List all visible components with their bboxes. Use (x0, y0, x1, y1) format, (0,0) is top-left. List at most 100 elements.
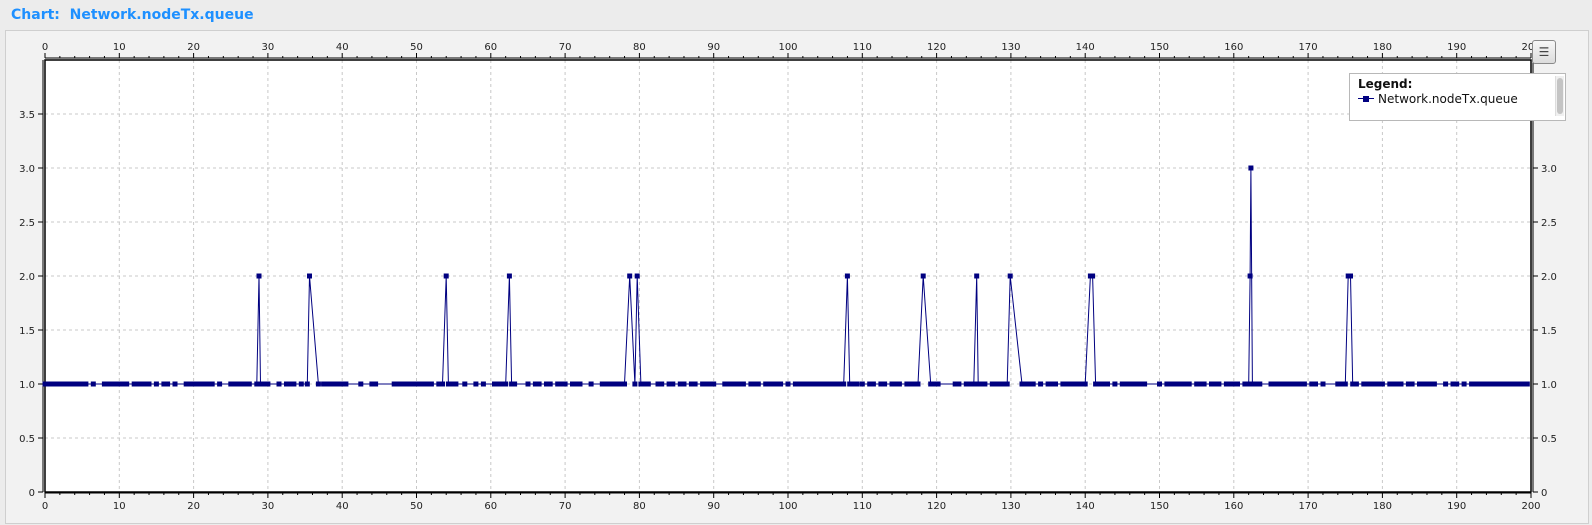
data-point (265, 381, 271, 387)
data-point (1313, 381, 1318, 387)
data-point (826, 381, 832, 387)
top-x-tick-label: 50 (410, 42, 423, 53)
data-point (830, 381, 836, 387)
data-point (544, 381, 549, 387)
data-point (64, 381, 70, 387)
top-x-tick-label: 20 (187, 42, 200, 53)
data-point (1168, 381, 1174, 387)
data-point (859, 381, 865, 387)
data-point (627, 273, 633, 279)
data-point (1502, 381, 1508, 387)
data-point (726, 381, 732, 387)
data-point (1376, 381, 1382, 387)
data-point (622, 381, 627, 387)
data-point (729, 381, 735, 387)
data-point (336, 381, 341, 387)
data-point (395, 381, 401, 387)
data-point (920, 273, 926, 279)
data-point (1431, 381, 1437, 387)
data-point (1247, 273, 1253, 279)
data-point (428, 381, 434, 387)
data-point (1491, 381, 1497, 387)
data-point (506, 273, 512, 279)
data-point (406, 381, 412, 387)
data-point (198, 381, 204, 387)
top-x-tick-label: 90 (707, 42, 720, 53)
top-x-tick-label: 80 (633, 42, 646, 53)
data-point (113, 381, 119, 387)
data-point (1123, 381, 1129, 387)
legend-scrollbar-thumb[interactable] (1557, 78, 1563, 114)
top-x-tick-label: 170 (1299, 42, 1318, 53)
data-point (952, 381, 958, 387)
data-point (256, 273, 262, 279)
bottom-x-tick-label: 0 (42, 501, 48, 512)
data-point (599, 381, 605, 387)
right-y-tick-label: 2.5 (1541, 218, 1557, 229)
data-point (1019, 381, 1025, 387)
data-point (449, 381, 455, 387)
data-point (209, 381, 215, 387)
data-point (1183, 381, 1188, 387)
data-point (703, 381, 709, 387)
legend-panel: Legend: Network.nodeTx.queue (1349, 73, 1566, 121)
data-point (989, 381, 995, 387)
data-point (307, 273, 312, 279)
data-point (131, 381, 137, 387)
legend-toggle-button[interactable]: ☰ (1532, 40, 1556, 64)
data-point (1201, 381, 1207, 387)
chart-title-name: Network.nodeTx.queue (69, 7, 254, 23)
data-point (928, 381, 934, 387)
top-x-tick-label: 150 (1150, 42, 1169, 53)
data-point (153, 381, 159, 387)
data-point (246, 381, 252, 387)
data-point (1417, 381, 1422, 387)
data-point (304, 381, 310, 387)
data-point (105, 381, 111, 387)
data-point (997, 381, 1003, 387)
data-point (183, 381, 189, 387)
data-point (1007, 273, 1013, 279)
data-point (440, 381, 445, 387)
legend-item-label: Network.nodeTx.queue (1378, 92, 1518, 106)
legend-scrollbar[interactable] (1555, 76, 1564, 116)
bottom-x-tick-label: 180 (1373, 501, 1392, 512)
data-point (778, 381, 784, 387)
data-point (804, 381, 810, 387)
data-point (261, 381, 267, 387)
data-point (1420, 381, 1426, 387)
bottom-x-tick-label: 160 (1224, 501, 1243, 512)
data-point (453, 381, 459, 387)
left-y-tick-label: 0 (29, 488, 35, 499)
top-x-tick-label: 10 (113, 42, 126, 53)
data-point (971, 381, 977, 387)
data-point (146, 381, 152, 387)
legend-item[interactable]: Network.nodeTx.queue (1358, 92, 1518, 106)
top-x-tick-label: 180 (1373, 42, 1392, 53)
data-point (1469, 381, 1475, 387)
data-point (421, 381, 427, 387)
data-point (642, 381, 648, 387)
bottom-x-tick-label: 170 (1299, 501, 1318, 512)
data-point (1275, 381, 1281, 387)
left-y-tick-label: 2.0 (19, 272, 35, 283)
data-point (1287, 381, 1292, 387)
bottom-x-tick-label: 90 (707, 501, 720, 512)
top-x-tick-label: 100 (778, 42, 797, 53)
top-x-tick-label: 40 (336, 42, 349, 53)
data-point (1348, 273, 1353, 279)
data-point (1197, 381, 1203, 387)
data-point (811, 381, 817, 387)
data-point (915, 381, 921, 387)
data-point (1294, 381, 1300, 387)
data-point (46, 381, 52, 387)
data-point (90, 381, 96, 387)
bottom-x-tick-label: 190 (1447, 501, 1466, 512)
data-point (321, 381, 327, 387)
top-x-tick-label: 200 (1521, 42, 1540, 53)
data-point (607, 381, 613, 387)
data-point (577, 381, 583, 387)
data-point (79, 381, 85, 387)
data-point (324, 381, 330, 387)
